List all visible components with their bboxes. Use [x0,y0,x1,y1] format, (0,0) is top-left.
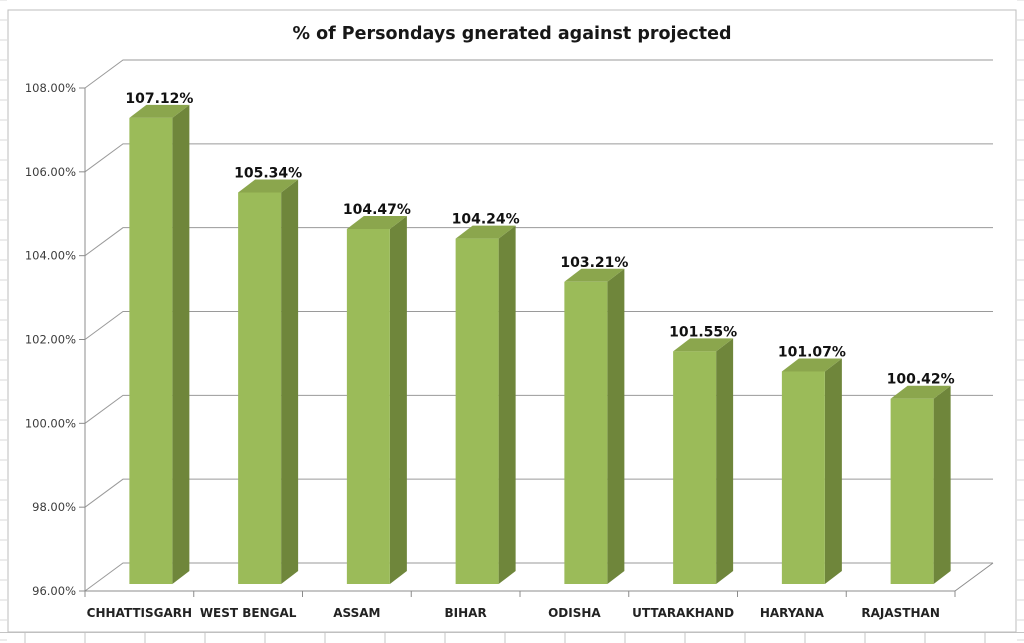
ytick-label-100-00-: 100.00% [25,416,76,430]
category-axis-labels: CHHATTISGARH WEST BENGAL ASSAM BIHAR ODISHA U… [87,606,940,620]
bar-rajasthan [890,385,951,584]
bar-bihar [455,225,516,584]
bar-value-label-haryana: 101.07% [778,344,846,360]
bar-chhattisgarh [129,104,190,585]
ytick-label-104-00-: 104.00% [25,249,76,263]
bar-value-label-assam: 104.47% [343,202,411,218]
ytick-label-102-00-: 102.00% [25,333,76,347]
bar-value-label-chhattisgarh: 107.12% [125,91,193,107]
category-label-chhattisgarh: CHHATTISGARH [87,606,192,620]
ytick-label-96-00-: 96.00% [32,584,76,598]
data-labels: 107.12% 105.34% 104.47% 104.24% 103.21% 101.5… [125,91,954,388]
chart-title: % of Persondays gnerated against project… [292,24,731,44]
ytick-label-98-00-: 98.00% [32,500,76,514]
plot-axes [84,88,994,597]
category-label-uttarakhand: UTTARAKHAND [632,606,734,620]
bar-west-bengal [238,179,299,584]
bar-value-label-bihar: 104.24% [452,212,520,228]
bar-haryana [781,358,842,584]
bar-uttarakhand [673,338,734,584]
ytick-label-108-00-: 108.00% [25,81,76,95]
value-axis-labels: 96.00% 98.00% 100.00% 102.00% 104.00% 106.00%… [25,81,76,598]
bar-assam [346,215,407,585]
bar-series [129,104,951,585]
category-label-odisha: ODISHA [548,606,601,620]
bar-value-label-west-bengal: 105.34% [234,165,302,181]
bar-value-label-odisha: 103.21% [560,255,628,271]
plot-gridlines [79,59,993,592]
category-label-haryana: HARYANA [760,606,825,620]
bar-value-label-uttarakhand: 101.55% [669,324,737,340]
category-label-bihar: BIHAR [445,606,487,620]
category-label-assam: ASSAM [333,606,380,620]
category-label-west-bengal: WEST BENGAL [200,606,297,620]
bar-odisha [564,268,625,584]
category-label-rajasthan: RAJASTHAN [861,606,939,620]
ytick-label-106-00-: 106.00% [25,165,76,179]
bar-value-label-rajasthan: 100.42% [887,372,955,388]
